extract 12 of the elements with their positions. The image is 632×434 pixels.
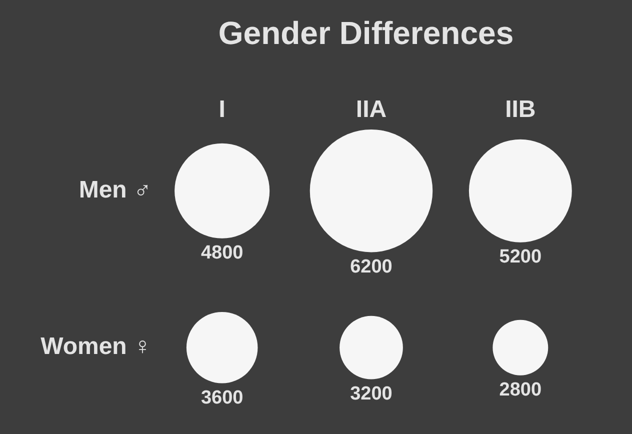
data-label: 6200 [350,256,392,278]
legend-label: Men ♂ [78,176,152,204]
data-label: 3600 [200,387,244,408]
data-label: 4800 [200,242,244,264]
category-label: IIB [505,96,536,124]
data-label: 2800 [499,380,542,401]
legend-label: Women ♀ [40,333,152,360]
category-label: I [218,96,226,124]
data-label: 3200 [350,384,392,405]
category-label: IIA [356,96,387,124]
data-label: 5200 [499,246,542,268]
text: Gender Differences [218,15,514,51]
